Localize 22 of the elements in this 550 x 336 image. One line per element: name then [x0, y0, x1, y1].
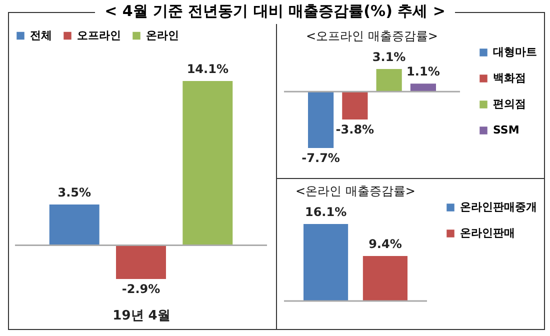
data-label: -2.9% [122, 282, 160, 296]
x-axis-title: 19년 4월 [112, 308, 170, 324]
legend-label: 전체 [30, 28, 52, 42]
legend-label: 백화점 [493, 72, 526, 84]
chart-title: <온라인 매출증감률> [296, 184, 416, 198]
chart-title: <오프라인 매출증감률> [306, 29, 438, 43]
legend-label: 대형마트 [493, 46, 537, 58]
legend-label: 오프라인 [77, 28, 121, 42]
data-label: 9.4% [368, 237, 402, 252]
data-label: 3.5% [58, 185, 91, 200]
legend-label: 온라인 [146, 28, 179, 42]
legend-label: SSM [493, 124, 520, 136]
chart-title: < 4월 기준 전년동기 대비 매출증감률(%) 추세 > [94, 2, 456, 20]
data-label: 14.1% [186, 62, 228, 76]
data-label: -3.8% [336, 122, 374, 136]
data-label: 16.1% [304, 205, 347, 219]
legend-label: 온라인판매 [460, 226, 515, 240]
legend-label: 편의점 [493, 98, 526, 110]
legend-label: 온라인판매중개 [460, 200, 537, 214]
data-label: 3.1% [372, 50, 406, 64]
data-label: -7.7% [302, 151, 340, 165]
data-label: 1.1% [406, 64, 440, 79]
